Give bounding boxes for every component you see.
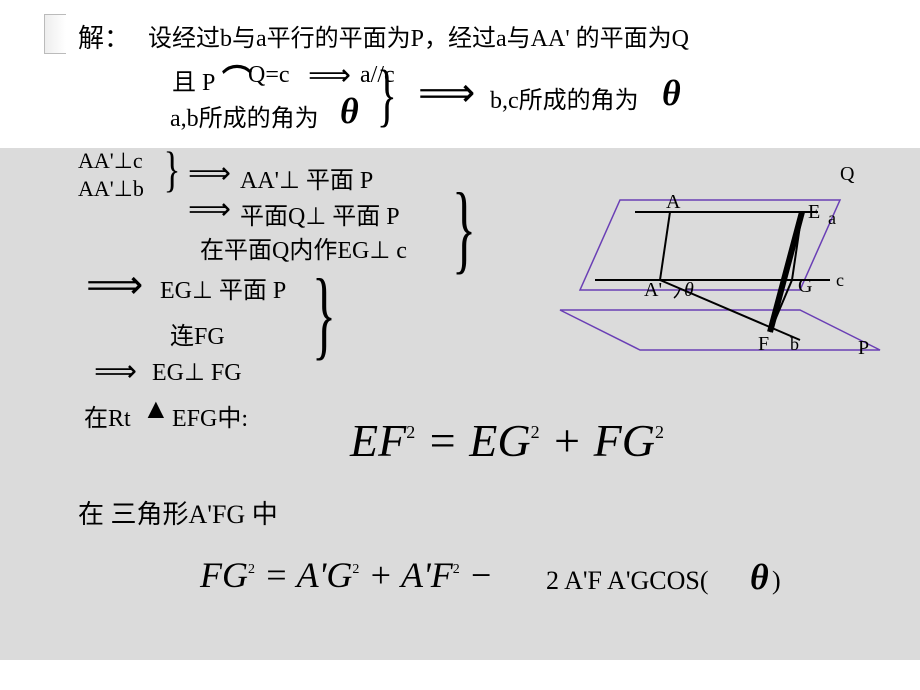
brace2: }: [164, 140, 181, 198]
eq2-left: FG2 = A'G2 + A'F2 −: [200, 554, 493, 596]
arrow2: ⟹: [418, 70, 471, 116]
diagram-label-P: P: [858, 337, 869, 359]
arrow6: ⟹: [94, 354, 134, 389]
triangle-symbol: ▲: [142, 394, 170, 426]
diagram-label-c: c: [836, 270, 844, 290]
diagram-label-A: A: [666, 191, 681, 213]
bc-angle-text: b,c所成的角为: [490, 80, 639, 115]
brace4: }: [312, 256, 336, 371]
line1: 设经过b与a平行的平面为P，经过a与AA' 的平面为Q: [148, 18, 689, 53]
eq2-tail: 2 A'F A'GCOS(: [546, 566, 709, 596]
diagram-label-F: F: [758, 333, 769, 355]
diagram-label-E: E: [808, 201, 820, 223]
rt-prefix: 在Rt: [84, 398, 131, 433]
brace1: }: [377, 56, 397, 136]
aa-perp-p: AA'⊥ 平面 P: [240, 160, 373, 195]
arrow3: ⟹: [188, 156, 228, 191]
eq1: EF2 = EG2 + FG2: [350, 414, 664, 467]
eq2-close: ): [772, 566, 781, 596]
lian-fg: 连FG: [170, 316, 225, 351]
theta1: θ: [340, 90, 359, 132]
eg-perp-fg: EG⊥ FG: [152, 358, 242, 387]
arrow5: ⟹: [86, 262, 139, 308]
aa-perp-b: AA'⊥b: [78, 176, 144, 202]
diagram-label-Ap: A': [644, 279, 662, 301]
eg-perp-p: EG⊥ 平面 P: [160, 270, 286, 305]
ab-angle-text: a,b所成的角为: [170, 98, 319, 133]
theta2: θ: [662, 72, 681, 114]
pcap-left: 且 P: [172, 62, 215, 97]
q-perp-p: 平面Q⊥ 平面 P: [240, 196, 400, 231]
aa-perp-c: AA'⊥c: [78, 148, 143, 174]
diagram-label-b: b: [790, 334, 799, 354]
rt-efg: EFG中:: [172, 398, 248, 433]
brace3: }: [452, 170, 476, 285]
diagram-label-Q: Q: [840, 163, 855, 185]
geometry-diagram: Q A E a A' θ G c F b P: [540, 150, 900, 370]
qc: Q=c: [248, 62, 290, 89]
diagram-label-a: a: [828, 208, 836, 228]
in-afg: 在 三角形A'FG 中: [78, 494, 278, 531]
arrow1: ⟹: [308, 58, 348, 93]
arrow4: ⟹: [188, 192, 228, 227]
label-solution: 解：: [78, 18, 130, 55]
eq2-theta: θ: [750, 556, 769, 598]
diagram-label-G: G: [798, 275, 812, 297]
diagram-label-theta: θ: [684, 279, 694, 301]
